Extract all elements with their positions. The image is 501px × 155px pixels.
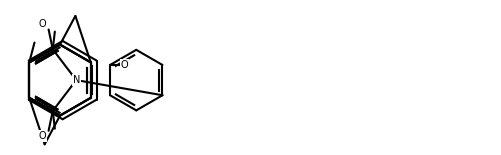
Text: O: O	[39, 131, 46, 141]
Text: N: N	[73, 75, 80, 85]
Text: O: O	[121, 60, 128, 70]
Text: O: O	[39, 19, 46, 29]
